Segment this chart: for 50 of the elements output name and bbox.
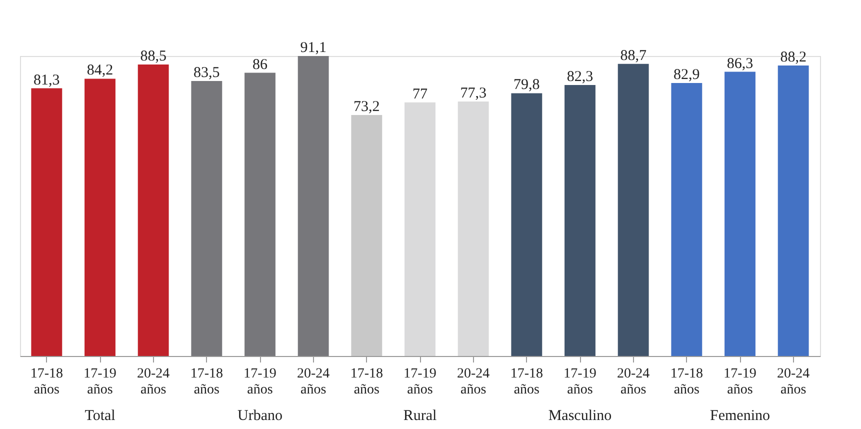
x-tick-label: 17-19 años: [724, 366, 756, 398]
bar: [404, 102, 436, 356]
data-label: 86,3: [726, 56, 754, 72]
data-label: 77,3: [460, 85, 486, 102]
bar: [244, 72, 276, 356]
x-tick-label: 17-18 años: [30, 366, 64, 398]
data-label: 77: [412, 86, 428, 102]
bar: [564, 84, 596, 356]
bar: [778, 66, 809, 356]
x-tick-label: 20-24 años: [296, 366, 330, 398]
bar: [298, 56, 329, 356]
text: Urbano: [238, 408, 282, 424]
bar: [724, 72, 756, 356]
x-tick-label: 17-19 años: [84, 366, 116, 398]
x-tick-label: 17-19 años: [564, 366, 596, 398]
x-tick-label: 17-18 años: [350, 366, 384, 398]
x-tick-label: 20-24 años: [136, 366, 170, 398]
text: Masculino: [548, 408, 612, 424]
bar: [191, 81, 222, 356]
data-label: 84,2: [86, 62, 114, 79]
data-label: 88,2: [780, 50, 806, 66]
data-label: 88,7: [620, 48, 647, 64]
bar: [351, 114, 382, 356]
data-label: 79,8: [514, 77, 540, 94]
bar: [458, 101, 489, 356]
x-tick-label: 20-24 años: [776, 366, 810, 398]
x-tick-label: 17-18 años: [510, 366, 544, 398]
bar: [84, 78, 116, 356]
data-label: 82,9: [674, 67, 700, 84]
bar: [511, 93, 542, 356]
bar: [671, 83, 702, 356]
bar: [138, 64, 169, 356]
bar: [618, 64, 649, 356]
x-tick-label: 17-19 años: [404, 366, 436, 398]
x-tick-label: 17-18 años: [670, 366, 704, 398]
text: Rural: [403, 408, 437, 424]
text: Femenino: [710, 408, 770, 424]
data-label: 73,2: [354, 98, 380, 115]
x-tick-label: 17-18 años: [190, 366, 224, 398]
x-tick-label: 20-24 años: [456, 366, 490, 398]
x-tick-label: 20-24 años: [616, 366, 650, 398]
bar: [31, 88, 62, 356]
x-tick-label: 17-19 años: [244, 366, 276, 398]
data-label: 81,3: [34, 72, 60, 88]
text: Total: [84, 408, 116, 424]
data-label: 88,5: [140, 48, 166, 65]
data-label: 91,1: [300, 40, 326, 56]
data-label: 82,3: [566, 68, 594, 85]
data-label: 86: [252, 56, 268, 73]
data-label: 83,5: [194, 65, 220, 82]
